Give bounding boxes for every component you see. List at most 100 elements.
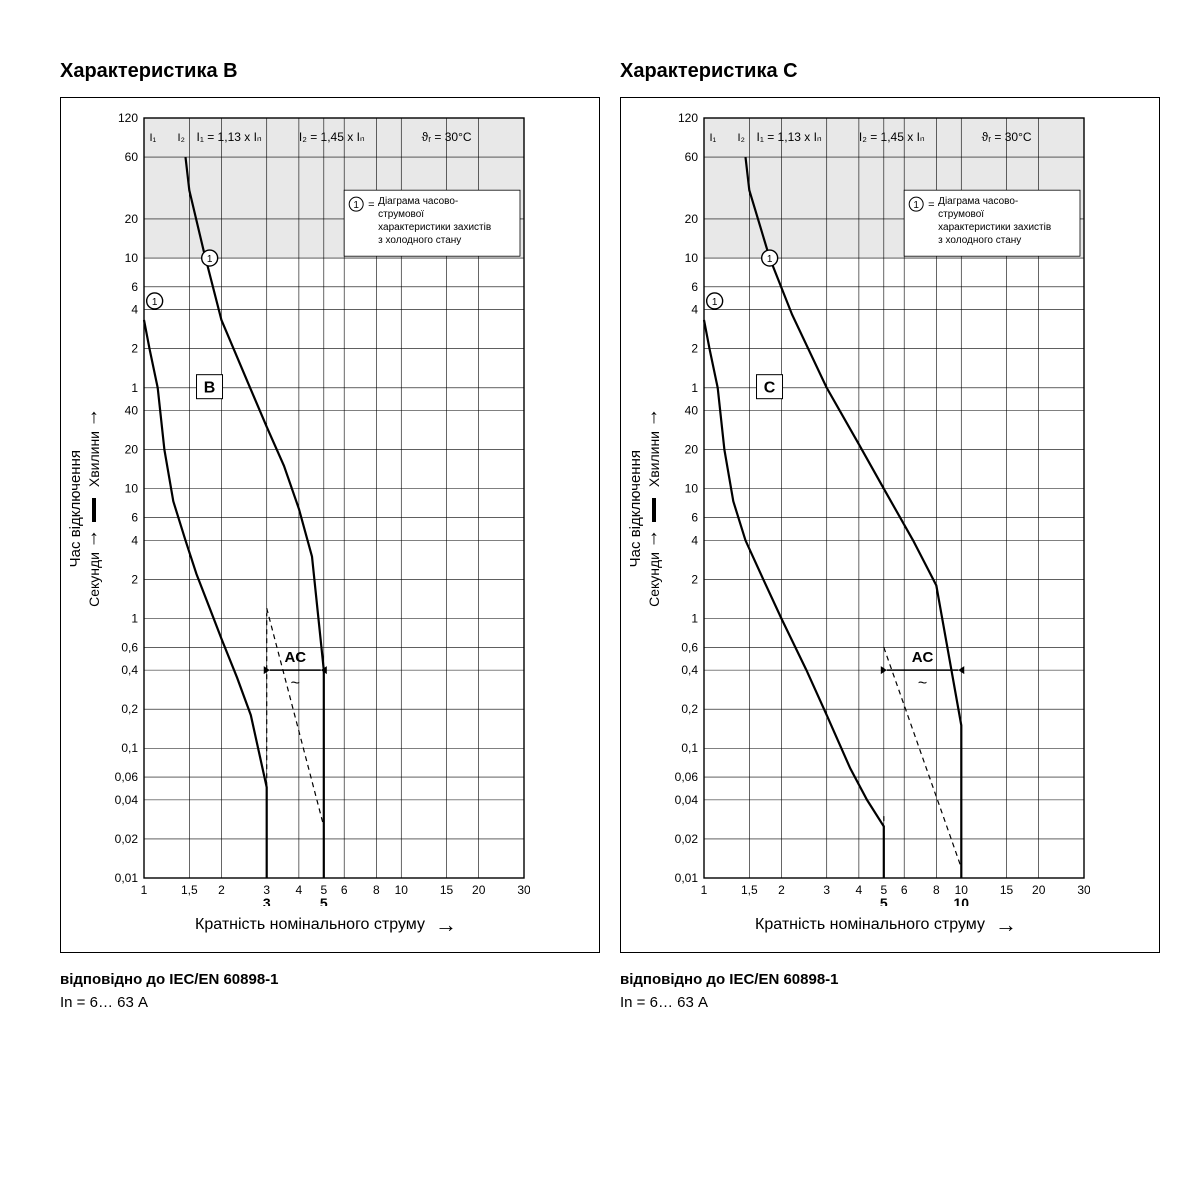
panel-frame: Час відключення↑Хвилини↑Секунди11,523456… bbox=[620, 97, 1160, 953]
arrow-up-icon: ↑ bbox=[89, 528, 99, 548]
svg-text:4: 4 bbox=[131, 303, 138, 317]
svg-text:60: 60 bbox=[125, 150, 139, 164]
svg-text:I₂ = 1,45 x Iₙ: I₂ = 1,45 x Iₙ bbox=[299, 130, 365, 144]
svg-text:2: 2 bbox=[691, 572, 698, 586]
svg-text:1: 1 bbox=[913, 200, 919, 211]
svg-text:0,04: 0,04 bbox=[115, 793, 139, 807]
svg-text:5: 5 bbox=[320, 895, 328, 906]
y-minutes-label: Хвилини bbox=[646, 431, 662, 487]
svg-text:AC: AC bbox=[912, 649, 934, 666]
svg-text:20: 20 bbox=[685, 443, 699, 457]
svg-text:1: 1 bbox=[712, 297, 718, 308]
svg-text:ϑᵣ = 30°C: ϑᵣ = 30°C bbox=[982, 130, 1032, 144]
svg-text:1: 1 bbox=[207, 254, 213, 265]
svg-text:40: 40 bbox=[125, 404, 139, 418]
arrow-right-icon: → bbox=[435, 912, 457, 938]
svg-text:з холодного стану: з холодного стану bbox=[938, 235, 1021, 246]
svg-text:60: 60 bbox=[685, 150, 699, 164]
svg-text:I₁ = 1,13 x Iₙ: I₁ = 1,13 x Iₙ bbox=[757, 130, 822, 144]
svg-text:4: 4 bbox=[131, 533, 138, 547]
svg-text:I₂: I₂ bbox=[738, 132, 745, 144]
svg-text:0,06: 0,06 bbox=[675, 770, 699, 784]
svg-text:1: 1 bbox=[141, 883, 148, 897]
svg-text:з холодного стану: з холодного стану bbox=[378, 235, 461, 246]
footer-line-2: In = 6… 63 А bbox=[620, 994, 708, 1011]
svg-text:4: 4 bbox=[296, 883, 303, 897]
y-sub-labels: ↑Хвилини↑Секунди bbox=[86, 112, 102, 906]
arrow-up-icon: ↑ bbox=[649, 407, 659, 427]
svg-text:0,01: 0,01 bbox=[115, 871, 139, 885]
svg-text:B: B bbox=[204, 380, 216, 397]
svg-text:10: 10 bbox=[685, 251, 699, 265]
svg-text:1: 1 bbox=[353, 200, 359, 211]
y-seconds-label: Секунди bbox=[86, 552, 102, 607]
svg-text:10: 10 bbox=[125, 251, 139, 265]
svg-text:характеристики захистів: характеристики захистів bbox=[938, 222, 1051, 233]
y-main-label: Час відключення bbox=[627, 450, 644, 567]
svg-text:Діаграма часово-: Діаграма часово- bbox=[378, 196, 458, 207]
svg-text:0,06: 0,06 bbox=[115, 770, 139, 784]
panel-frame: Час відключення↑Хвилини↑Секунди11,523456… bbox=[60, 97, 600, 953]
svg-text:1: 1 bbox=[691, 611, 698, 625]
svg-text:5: 5 bbox=[880, 895, 888, 906]
svg-text:0,01: 0,01 bbox=[675, 871, 699, 885]
svg-text:1: 1 bbox=[691, 381, 698, 395]
panel-footer: відповідно до IEC/EN 60898-1 In = 6… 63 А bbox=[60, 969, 600, 1014]
svg-text:0,2: 0,2 bbox=[681, 702, 698, 716]
axis-divider bbox=[92, 498, 96, 522]
panel-footer: відповідно до IEC/EN 60898-1 In = 6… 63 А bbox=[620, 969, 1160, 1014]
svg-text:0,4: 0,4 bbox=[681, 663, 698, 677]
svg-text:30: 30 bbox=[517, 883, 530, 897]
svg-text:6: 6 bbox=[691, 280, 698, 294]
panel-title: Характеристика C bbox=[620, 60, 1160, 83]
svg-text:3: 3 bbox=[263, 895, 271, 906]
svg-text:4: 4 bbox=[691, 533, 698, 547]
svg-text:C: C bbox=[764, 380, 776, 397]
svg-text:0,6: 0,6 bbox=[681, 640, 698, 654]
x-label-text: Кратність номінального струму bbox=[755, 916, 985, 934]
svg-text:~: ~ bbox=[918, 675, 927, 692]
trip-curve-chart: 11,5234568101520305100,010,020,040,060,1… bbox=[662, 112, 1090, 906]
svg-text:15: 15 bbox=[440, 883, 454, 897]
svg-text:=: = bbox=[368, 199, 374, 211]
svg-text:0,1: 0,1 bbox=[681, 741, 698, 755]
svg-text:10: 10 bbox=[125, 482, 139, 496]
svg-text:4: 4 bbox=[856, 883, 863, 897]
svg-text:0,04: 0,04 bbox=[675, 793, 699, 807]
svg-text:2: 2 bbox=[691, 342, 698, 356]
svg-text:1: 1 bbox=[701, 883, 708, 897]
y-sub-labels: ↑ Хвилини ↑ Секунди bbox=[646, 112, 662, 906]
y-axis-labels: Час відключення bbox=[627, 112, 644, 906]
svg-text:характеристики захистів: характеристики захистів bbox=[378, 222, 491, 233]
x-axis-label: Кратність номінального струму→ bbox=[627, 912, 1145, 938]
svg-text:ϑᵣ = 30°C: ϑᵣ = 30°C bbox=[422, 130, 472, 144]
footer-line-1: відповідно до IEC/EN 60898-1 bbox=[60, 971, 279, 988]
svg-text:2: 2 bbox=[218, 883, 225, 897]
x-axis-label: Кратність номінального струму→ bbox=[67, 912, 585, 938]
svg-text:120: 120 bbox=[118, 112, 138, 125]
svg-text:1: 1 bbox=[131, 381, 138, 395]
svg-text:AC: AC bbox=[284, 649, 306, 666]
svg-text:2: 2 bbox=[131, 342, 138, 356]
y-axis-labels: Час відключення bbox=[67, 112, 84, 906]
footer-line-1: відповідно до IEC/EN 60898-1 bbox=[620, 971, 839, 988]
svg-text:40: 40 bbox=[685, 404, 699, 418]
svg-text:6: 6 bbox=[131, 511, 138, 525]
svg-text:2: 2 bbox=[131, 572, 138, 586]
svg-text:120: 120 bbox=[678, 112, 698, 125]
svg-text:20: 20 bbox=[472, 883, 486, 897]
svg-text:I₂ = 1,45 x Iₙ: I₂ = 1,45 x Iₙ bbox=[859, 130, 925, 144]
arrow-up-icon: ↑ bbox=[649, 528, 659, 548]
svg-text:20: 20 bbox=[685, 212, 699, 226]
svg-text:20: 20 bbox=[1032, 883, 1046, 897]
footer-line-2: In = 6… 63 А bbox=[60, 994, 148, 1011]
svg-text:6: 6 bbox=[131, 280, 138, 294]
y-seconds-label: Секунди bbox=[646, 552, 662, 607]
svg-text:10: 10 bbox=[685, 482, 699, 496]
svg-text:0,2: 0,2 bbox=[121, 702, 138, 716]
svg-text:15: 15 bbox=[1000, 883, 1014, 897]
svg-text:струмової: струмової bbox=[378, 209, 424, 220]
svg-text:10: 10 bbox=[953, 895, 969, 906]
svg-text:0,1: 0,1 bbox=[121, 741, 138, 755]
svg-text:I₁: I₁ bbox=[149, 132, 156, 144]
